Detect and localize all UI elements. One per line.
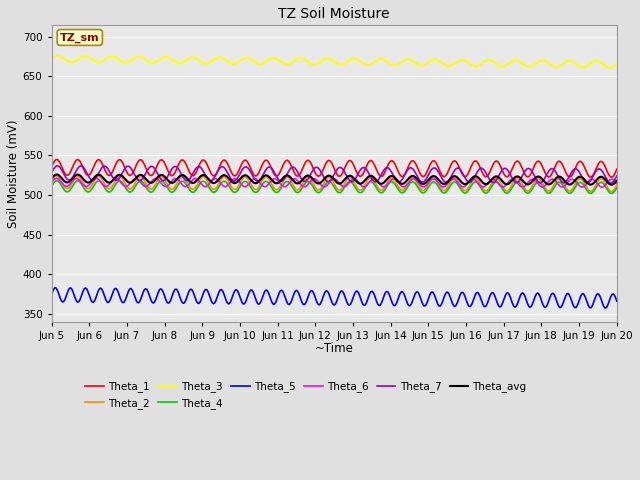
- Theta_7: [385, 166, 393, 171]
- Theta_6: [598, 184, 606, 190]
- Theta_5: [600, 304, 608, 310]
- Theta_1: [512, 159, 520, 165]
- Theta_3: [385, 60, 393, 66]
- Theta_3: [54, 53, 62, 59]
- Theta_4: [385, 180, 393, 186]
- Theta_3: [321, 56, 328, 62]
- Theta_6: [613, 180, 621, 186]
- X-axis label: ~Time: ~Time: [315, 342, 353, 355]
- Theta_7: [53, 163, 61, 168]
- Theta_4: [321, 183, 328, 189]
- Legend: Theta_1, Theta_2, Theta_3, Theta_4, Theta_5, Theta_6, Theta_7, Theta_avg: Theta_1, Theta_2, Theta_3, Theta_4, Thet…: [81, 377, 531, 413]
- Theta_6: [47, 180, 55, 185]
- Theta_4: [53, 178, 61, 184]
- Theta_2: [607, 189, 615, 194]
- Theta_5: [47, 292, 55, 298]
- Theta_avg: [385, 174, 393, 180]
- Theta_avg: [600, 176, 608, 181]
- Theta_1: [385, 160, 393, 166]
- Theta_avg: [47, 176, 55, 181]
- Theta_5: [512, 304, 520, 310]
- Theta_6: [355, 180, 362, 185]
- Theta_2: [53, 173, 61, 179]
- Theta_2: [385, 177, 393, 182]
- Theta_7: [512, 180, 520, 185]
- Theta_2: [47, 180, 55, 185]
- Theta_7: [600, 172, 608, 178]
- Theta_5: [385, 291, 393, 297]
- Theta_4: [512, 180, 520, 185]
- Theta_4: [355, 189, 362, 195]
- Theta_7: [355, 170, 362, 176]
- Theta_6: [72, 176, 80, 181]
- Theta_4: [607, 191, 615, 196]
- Line: Theta_4: Theta_4: [51, 181, 617, 193]
- Theta_7: [613, 173, 621, 179]
- Theta_1: [613, 167, 621, 172]
- Theta_4: [600, 182, 608, 188]
- Title: TZ Soil Moisture: TZ Soil Moisture: [278, 7, 390, 21]
- Theta_5: [613, 298, 621, 304]
- Theta_1: [607, 174, 615, 180]
- Text: TZ_sm: TZ_sm: [60, 32, 100, 43]
- Theta_4: [317, 188, 325, 194]
- Theta_avg: [512, 174, 520, 180]
- Theta_2: [321, 179, 328, 185]
- Theta_3: [47, 56, 55, 62]
- Theta_avg: [321, 176, 328, 181]
- Theta_3: [512, 58, 520, 63]
- Theta_1: [317, 171, 325, 177]
- Theta_3: [317, 59, 325, 64]
- Y-axis label: Soil Moisture (mV): Soil Moisture (mV): [7, 119, 20, 228]
- Theta_6: [512, 178, 520, 184]
- Theta_7: [607, 180, 615, 186]
- Theta_2: [600, 179, 608, 184]
- Theta_1: [355, 172, 362, 178]
- Theta_5: [602, 305, 609, 311]
- Theta_5: [317, 300, 325, 305]
- Line: Theta_6: Theta_6: [51, 179, 617, 187]
- Theta_5: [355, 290, 362, 296]
- Theta_3: [355, 57, 362, 63]
- Theta_4: [47, 183, 55, 189]
- Theta_1: [53, 156, 61, 162]
- Theta_6: [317, 182, 325, 188]
- Line: Theta_5: Theta_5: [51, 288, 617, 308]
- Theta_3: [606, 65, 614, 71]
- Theta_7: [317, 169, 325, 175]
- Theta_2: [317, 185, 325, 191]
- Theta_6: [321, 184, 328, 190]
- Line: Theta_2: Theta_2: [51, 176, 617, 192]
- Theta_7: [321, 175, 328, 181]
- Line: Theta_7: Theta_7: [51, 166, 617, 183]
- Theta_7: [47, 170, 55, 176]
- Theta_2: [355, 186, 362, 192]
- Line: Theta_3: Theta_3: [51, 56, 617, 68]
- Theta_1: [321, 164, 328, 169]
- Theta_avg: [355, 180, 362, 186]
- Theta_avg: [607, 182, 615, 188]
- Theta_3: [613, 61, 621, 67]
- Theta_2: [613, 182, 621, 188]
- Line: Theta_avg: Theta_avg: [51, 175, 617, 185]
- Theta_5: [51, 285, 59, 290]
- Theta_2: [512, 176, 520, 182]
- Theta_3: [600, 62, 608, 68]
- Theta_avg: [613, 178, 621, 184]
- Theta_6: [602, 182, 609, 188]
- Theta_5: [321, 290, 328, 296]
- Theta_1: [600, 162, 608, 168]
- Theta_6: [385, 180, 393, 185]
- Line: Theta_1: Theta_1: [51, 159, 617, 177]
- Theta_4: [613, 185, 621, 191]
- Theta_avg: [53, 172, 61, 178]
- Theta_avg: [317, 180, 325, 185]
- Theta_1: [47, 165, 55, 170]
